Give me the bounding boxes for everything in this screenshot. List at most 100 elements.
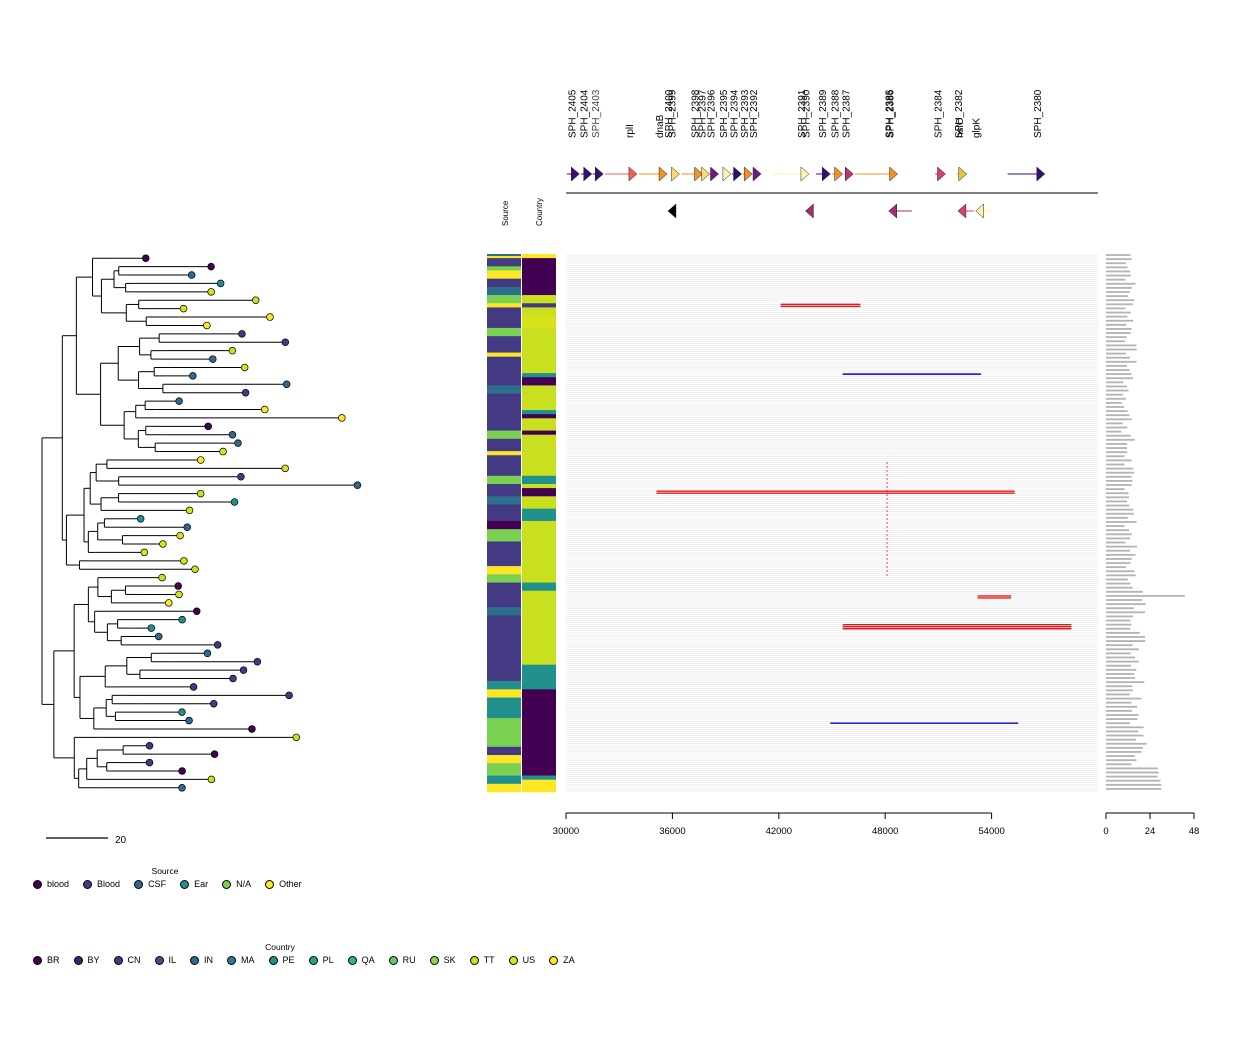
count-bar <box>1106 360 1137 363</box>
heatmap-cell-source-18 <box>487 451 521 456</box>
count-bar <box>1106 660 1139 663</box>
tree-tip <box>158 573 166 582</box>
tree-tip <box>251 296 260 304</box>
tree-tip <box>142 254 150 262</box>
legend-country-label: ZA <box>563 955 575 965</box>
tree-tip <box>266 313 274 321</box>
tree-tip <box>187 271 196 279</box>
genome-axis: 30000 36000 42000 48000 54000 <box>553 812 1005 837</box>
tree-tip <box>204 422 212 431</box>
heatmap-cell-source-5 <box>487 278 521 288</box>
count-bar <box>1106 730 1139 733</box>
legend-country-item: BY <box>73 955 100 965</box>
tree-tip <box>193 607 201 616</box>
gene-label-SPH_2389: SPH_2389 <box>818 89 829 138</box>
tree-tip <box>238 330 246 338</box>
legend-source-item: blood <box>33 879 69 889</box>
legend-swatch <box>134 879 144 889</box>
tree-tip <box>282 380 291 389</box>
gene-label-SPH_2395: SPH_2395 <box>719 89 730 138</box>
gene-arrow-dnaB <box>658 166 668 182</box>
count-bar <box>1106 763 1132 766</box>
heatmap-cell-source-34 <box>487 697 521 719</box>
heatmap-cell-source-28 <box>487 574 521 583</box>
legend-country-label: IN <box>204 955 214 965</box>
tree-tip <box>209 699 218 708</box>
legend-country-item: CN <box>113 955 141 965</box>
tree-tip <box>203 649 212 658</box>
legend-source-title: Source <box>151 866 179 876</box>
count-bar <box>1106 738 1137 741</box>
count-bar <box>1106 636 1146 638</box>
heatmap-cell-source-36 <box>487 746 521 756</box>
genome-axis-tick-label: 48000 <box>872 826 898 837</box>
count-bar <box>1106 755 1135 757</box>
count-bar <box>1106 307 1126 310</box>
gene-track: SPH_2405 SPH_2404 SPH_2403 rplI dnaBSPH_2400… <box>566 89 1098 219</box>
count-bar <box>1106 299 1135 302</box>
count-bar <box>1106 775 1158 778</box>
legend-source-items: blood Blood CSF Ear N/A Other <box>33 879 316 889</box>
count-bar <box>1106 463 1125 466</box>
tree-tip <box>165 599 173 607</box>
gene-label-SPH_2386: SPH_2386 <box>886 89 897 138</box>
count-bar <box>1106 332 1131 334</box>
count-bar <box>1106 673 1135 675</box>
gene-label-SPH_2391: SPH_2391 <box>797 89 808 138</box>
count-bar <box>1106 492 1129 495</box>
gene-arrow-SPH_2380 <box>1036 166 1046 182</box>
gene-label-SPH_2400: SPH_2400 <box>664 89 675 138</box>
tree-tip <box>175 397 183 405</box>
legend-source-label: Blood <box>97 879 121 889</box>
count-bar <box>1106 389 1129 392</box>
heatmap-cell-country-14 <box>522 434 556 477</box>
heatmap-cell-source-23 <box>487 504 521 522</box>
heatmap-cell-country-13 <box>522 430 556 436</box>
count-bar <box>1106 594 1185 597</box>
count-bar <box>1106 344 1137 347</box>
legend-country-label: BY <box>87 955 100 965</box>
tree-tip <box>145 758 154 767</box>
heatmap-cell-country-0 <box>522 254 556 259</box>
legend-swatch <box>83 879 93 889</box>
heatmap-cell-source-22 <box>487 496 521 505</box>
count-bar <box>1106 521 1137 523</box>
heatmap-cell-source-15 <box>487 393 521 431</box>
gene-arrow-SPH_2399 <box>671 166 680 182</box>
gene-label-SPH_2403: SPH_2403 <box>591 89 602 138</box>
legend-country-label: TT <box>483 955 495 965</box>
legend-country-item: TT <box>469 955 495 965</box>
legend-swatch <box>73 955 83 965</box>
recombination-panel <box>566 254 1098 792</box>
count-bar <box>1106 742 1147 745</box>
count-bar <box>1106 533 1132 536</box>
heatmap-cell-country-15 <box>522 475 556 485</box>
gene-arrow-rplI <box>628 166 638 182</box>
count-bar <box>1106 599 1142 601</box>
count-bar <box>1106 512 1134 515</box>
count-bar <box>1106 323 1127 326</box>
legend-country-item: MA <box>227 955 255 965</box>
count-bar <box>1106 541 1126 544</box>
gene-arrow-SPH_2392 <box>752 166 762 182</box>
count-bar <box>1106 689 1133 692</box>
tree-tip <box>228 346 237 355</box>
scale-bar-label: 20 <box>115 835 127 846</box>
count-bar <box>1106 615 1133 618</box>
count-bar <box>1106 718 1138 721</box>
gene-arrow-SPH_2404 <box>583 166 593 182</box>
gene-arrow-SPH_2385 <box>888 203 897 219</box>
count-bar <box>1106 295 1128 297</box>
count-bar <box>1106 529 1129 532</box>
count-bar <box>1106 467 1134 470</box>
gene-label-SPH_2382: SPH_2382 <box>954 89 965 138</box>
heatmap-cell-source-31 <box>487 615 521 682</box>
count-bar <box>1106 611 1146 614</box>
count-bar <box>1106 525 1125 527</box>
count-bar <box>1106 381 1124 384</box>
legend-swatch <box>347 955 357 965</box>
tree-tip <box>281 464 289 473</box>
bar-axis-tick-label: 0 <box>1103 826 1108 837</box>
count-bar <box>1106 291 1130 293</box>
gene-label-SPH_2405: SPH_2405 <box>567 89 578 138</box>
